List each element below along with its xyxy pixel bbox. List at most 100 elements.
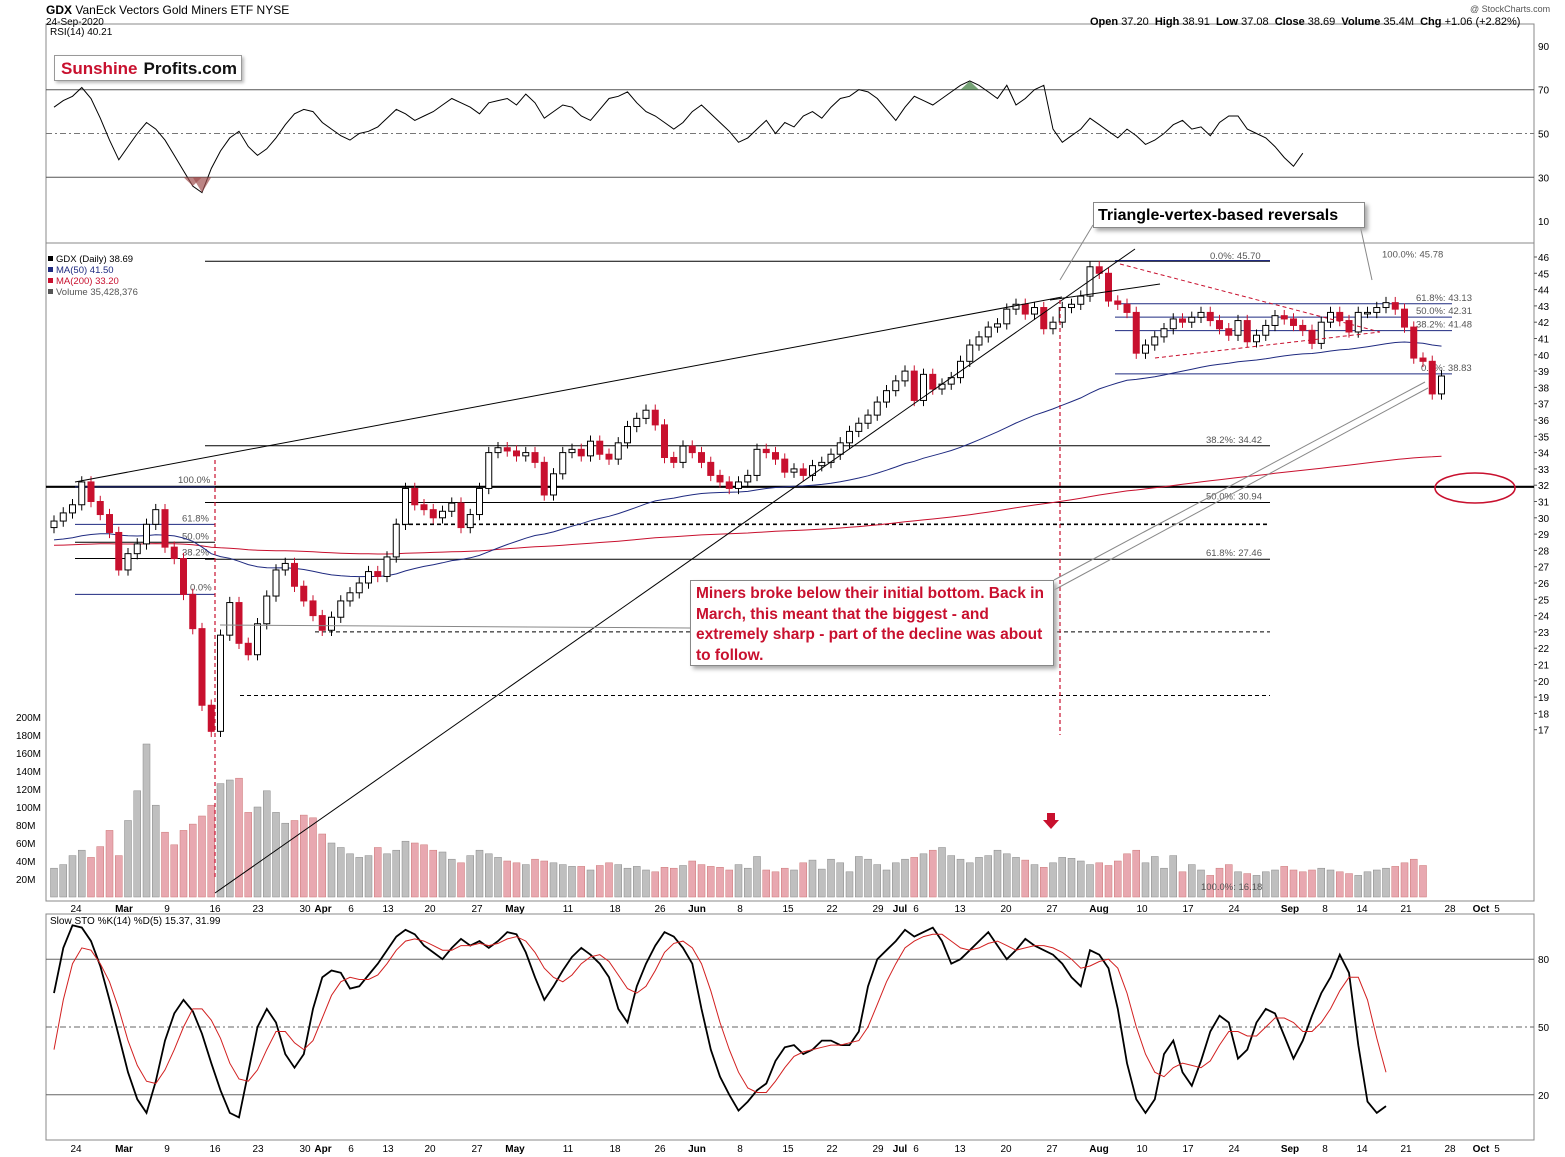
volume-bar [910, 857, 918, 898]
stoch-x-label: Sep [1281, 1144, 1299, 1155]
rsi-tick-label: 90 [1538, 42, 1550, 53]
candle-body [929, 373, 937, 390]
volume-bar [651, 871, 659, 898]
candle-body [605, 453, 613, 460]
price-x-label: 20 [424, 904, 436, 915]
chg-value: +1.06 (+2.82%) [1444, 16, 1521, 28]
volume-tick-label: 140M [16, 767, 41, 778]
volume-tick-label: 60M [16, 839, 35, 850]
stoch-x-label: 5 [1494, 1144, 1500, 1155]
price-tick-label: 28 [1538, 546, 1550, 557]
price-x-label: May [505, 904, 525, 915]
candle-body [855, 422, 863, 432]
candle-body [1234, 320, 1242, 336]
volume-bar [1299, 871, 1307, 898]
candle-body [207, 704, 215, 732]
candle-body [1179, 318, 1186, 323]
candle-body [143, 523, 150, 545]
stoch-x-label: 22 [826, 1144, 838, 1155]
volume-bar [1400, 862, 1409, 898]
volume-bar [1086, 864, 1094, 898]
volume-bar [1391, 866, 1399, 898]
price-x-label: 10 [1136, 904, 1148, 915]
price-x-label: 5 [1494, 904, 1500, 915]
volume-bar [105, 830, 114, 898]
volume-bar [290, 820, 299, 898]
price-x-label: 6 [348, 904, 354, 915]
price-tick-label: 37 [1538, 400, 1550, 411]
candle-body [217, 634, 224, 732]
candle-body [383, 556, 391, 577]
price-tick-label: 42 [1538, 318, 1550, 329]
fund-name: VanEck Vectors Gold Miners ETF [75, 3, 254, 17]
volume-bar [364, 855, 373, 898]
fib-label-4231: 50.0%: 42.31 [1416, 306, 1472, 317]
price-tick-label: 29 [1538, 530, 1550, 541]
volume-bar [1326, 869, 1335, 898]
stoch-x-label: 16 [209, 1144, 221, 1155]
volume-bar [586, 869, 595, 898]
volume-arrow-icon [1043, 813, 1059, 829]
price-x-label: Jul [893, 904, 908, 915]
price-tick-label: 30 [1538, 514, 1550, 525]
price-legend-item: MA(200) 33.20 [56, 276, 119, 287]
rsi-legend: RSI(14) 40.21 [50, 27, 113, 38]
volume-bar [1030, 864, 1039, 898]
volume-tick-label: 120M [16, 785, 41, 796]
candle-body [809, 465, 816, 476]
volume-bar [87, 857, 95, 898]
volume-bar [938, 847, 946, 898]
volume-bar [309, 817, 317, 898]
candle-body [1114, 300, 1122, 305]
volume-bar [383, 853, 391, 898]
volume-bar [318, 833, 326, 898]
price-x-label: 6 [913, 904, 919, 915]
price-x-label: 16 [209, 904, 221, 915]
candle-body [374, 571, 382, 577]
candle-body [291, 562, 298, 587]
candle-body [318, 615, 326, 631]
volume-bar [892, 862, 900, 898]
price-x-label: Apr [314, 904, 331, 915]
rsi-tick-label: 70 [1538, 86, 1550, 97]
chg-label: Chg [1420, 16, 1442, 28]
candle-body [1040, 307, 1048, 330]
price-tick-label: 21 [1538, 661, 1550, 672]
price-x-label: 27 [1046, 904, 1058, 915]
candle-body [587, 440, 594, 457]
candle-body [439, 510, 446, 519]
aug-trendline [1049, 283, 1161, 301]
fib-label-1618: 100.0%: 16.18 [1201, 882, 1262, 893]
candle-body [272, 569, 280, 597]
candle-body [1243, 320, 1251, 343]
volume-bar [1243, 873, 1251, 898]
reversal-pointer-left [1059, 224, 1094, 281]
volume-bar [142, 743, 151, 898]
rsi-tick-label: 50 [1538, 130, 1550, 141]
candle-body [661, 424, 668, 458]
price-x-label: 14 [1356, 904, 1368, 915]
stoch-x-label: Oct [1473, 1144, 1490, 1155]
stoch-x-label: 29 [872, 1144, 884, 1155]
stoch-x-label: Aug [1089, 1144, 1108, 1155]
rsi-tick-label: 10 [1538, 217, 1550, 228]
stoch-tick-label: 50 [1538, 1023, 1550, 1034]
candle-body [984, 326, 992, 338]
stoch-x-label: 24 [70, 1144, 82, 1155]
volume-bar [1234, 871, 1242, 898]
volume-bar [1419, 865, 1427, 898]
volume-bar [115, 855, 123, 898]
stoch-x-label: Mar [115, 1144, 133, 1155]
volume-bar [346, 853, 354, 898]
candle-body [753, 448, 761, 476]
candle-body [827, 453, 835, 463]
candle-body [1354, 311, 1362, 333]
volume-bar [1040, 867, 1048, 898]
symbol: GDX [46, 3, 73, 17]
volume-bar [679, 865, 687, 898]
volume-bar [50, 867, 58, 898]
volume-bar [1003, 853, 1011, 898]
candle-body [772, 452, 779, 460]
fib-label-3094: 50.0%: 30.94 [1206, 491, 1262, 502]
volume-bar [1132, 849, 1140, 898]
